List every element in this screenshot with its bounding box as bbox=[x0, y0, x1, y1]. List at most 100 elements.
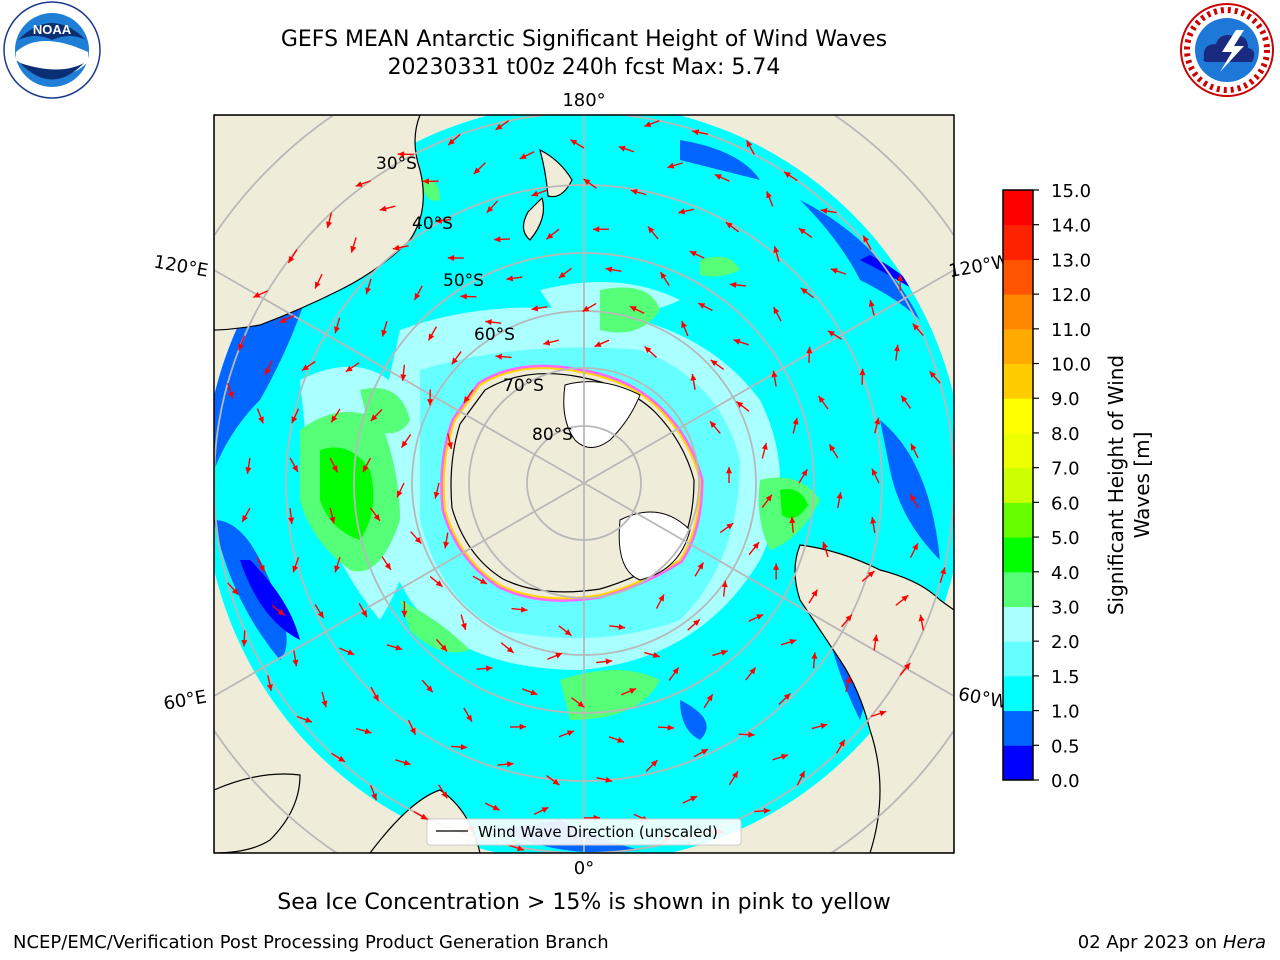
legend-label: Wind Wave Direction (unscaled) bbox=[478, 823, 718, 841]
wave-direction-arrow-head bbox=[364, 728, 372, 735]
wave-direction-arrow-head bbox=[397, 490, 403, 498]
run-date: 02 Apr 2023 on Hera bbox=[1078, 932, 1266, 953]
wave-direction-arrow-head bbox=[583, 178, 591, 186]
wave-direction-arrow-head bbox=[658, 594, 665, 602]
run-host: Hera bbox=[1222, 932, 1266, 953]
colorbar-swatch bbox=[1003, 710, 1033, 746]
wave-direction-arrow-head bbox=[692, 129, 700, 136]
wave-direction-arrow-head bbox=[292, 565, 299, 573]
wave-direction-arrow-head bbox=[629, 306, 637, 312]
wave-direction-arrow-head bbox=[773, 307, 780, 315]
wave-direction-arrow-head bbox=[531, 305, 539, 312]
wave-direction-arrow-head bbox=[546, 232, 554, 240]
wave-direction-arrow-head bbox=[265, 368, 271, 376]
wind-wave-arrows bbox=[227, 120, 946, 852]
lon-label-120e: 120°E bbox=[152, 251, 210, 281]
wave-direction-arrow-head bbox=[818, 396, 825, 403]
wave-direction-arrow-head bbox=[277, 609, 285, 616]
colorbar-swatch bbox=[1003, 259, 1033, 295]
wave-direction-arrow-head bbox=[806, 346, 813, 354]
wave-direction-arrow-head bbox=[463, 396, 470, 403]
wave-direction-arrow-head bbox=[321, 700, 328, 708]
credits: NCEP/EMC/Verification Post Processing Pr… bbox=[13, 932, 609, 953]
wave-direction-arrow-head bbox=[897, 274, 904, 282]
wave-direction-arrow-head bbox=[495, 123, 503, 130]
wave-direction-arrow-head bbox=[870, 517, 877, 524]
colorbar-tick-label: 12.0 bbox=[1051, 285, 1091, 306]
colorbar-swatch bbox=[1003, 502, 1033, 538]
graticule bbox=[214, 115, 954, 853]
wave-direction-arrow-head bbox=[690, 796, 698, 802]
wave-direction-arrow-head bbox=[650, 760, 658, 767]
wave-direction-arrow-head bbox=[292, 464, 298, 472]
colorbar-tick-label: 0.0 bbox=[1051, 771, 1080, 792]
wave-direction-arrow-head bbox=[871, 468, 878, 476]
wave-direction-arrow-head bbox=[414, 536, 422, 544]
lat-label: 60°S bbox=[474, 325, 515, 345]
wave-direction-arrow-head bbox=[697, 562, 704, 570]
wave-direction-arrow-head bbox=[761, 442, 768, 450]
wave-direction-arrow-head bbox=[765, 494, 772, 502]
wave-direction-arrow-head bbox=[912, 323, 920, 331]
wave-direction-arrow-head bbox=[334, 326, 340, 334]
wave-direction-arrow-head bbox=[485, 665, 493, 672]
wave-direction-arrow-head bbox=[672, 667, 679, 675]
wave-direction-arrow-head bbox=[714, 174, 722, 180]
wave-direction-arrow-head bbox=[681, 321, 687, 329]
wave-direction-arrow-head bbox=[531, 190, 539, 197]
wave-direction-arrow-head bbox=[784, 171, 791, 178]
lon-label-60e: 60°E bbox=[162, 686, 208, 714]
colorbar-tick-label: 14.0 bbox=[1051, 216, 1091, 237]
wave-direction-arrow-head bbox=[733, 338, 741, 345]
colorbar-swatch bbox=[1003, 432, 1033, 469]
wave-direction-arrow-head bbox=[689, 251, 697, 257]
wave-direction-arrow-head bbox=[365, 287, 372, 295]
wave-direction-arrow-head bbox=[305, 717, 312, 723]
wave-direction-arrow-head bbox=[428, 333, 435, 341]
colorbar-swatch bbox=[1003, 467, 1033, 503]
wave-direction-arrow-head bbox=[630, 189, 638, 195]
colorbar-tick-label: 15.0 bbox=[1051, 181, 1091, 202]
wave-direction-arrow-head bbox=[242, 515, 248, 523]
wave-direction-arrow-head bbox=[822, 541, 829, 549]
map-frame bbox=[213, 114, 955, 854]
wave-direction-arrow-head bbox=[830, 268, 838, 274]
wave-direction-arrow-head bbox=[401, 610, 408, 618]
colorbar-swatch bbox=[1003, 537, 1033, 573]
lat-label: 40°S bbox=[412, 214, 453, 234]
wave-direction-arrow-head bbox=[644, 346, 652, 354]
wave-direction-arrow-head bbox=[660, 272, 667, 280]
colorbar-swatch bbox=[1003, 641, 1033, 677]
colorbar-tick-label: 6.0 bbox=[1051, 493, 1080, 514]
wave-direction-arrow-head bbox=[331, 465, 338, 473]
wave-direction-arrow-head bbox=[473, 167, 481, 174]
wave-direction-arrow-head bbox=[710, 359, 718, 367]
wave-direction-arrow-head bbox=[605, 658, 613, 665]
wave-direction-arrow-head bbox=[266, 684, 273, 691]
wave-direction-arrow-head bbox=[829, 444, 836, 452]
wave-direction-arrow-head bbox=[836, 492, 843, 500]
wave-direction-arrow-head bbox=[466, 714, 472, 722]
wave-direction-arrow-head bbox=[801, 469, 808, 477]
wave-direction-arrow-head bbox=[381, 329, 388, 337]
wave-direction-arrow-head bbox=[763, 807, 771, 814]
colorbar-frame bbox=[1002, 189, 1034, 781]
colorbar-swatch bbox=[1003, 571, 1033, 607]
lat-label: 30°S bbox=[376, 154, 417, 174]
wave-direction-arrow-head bbox=[485, 319, 492, 326]
wave-direction-arrow-head bbox=[582, 305, 590, 312]
lat-label: 50°S bbox=[443, 271, 484, 291]
colorbar-tick-label: 1.0 bbox=[1051, 702, 1080, 723]
wave-direction-arrow-head bbox=[678, 208, 686, 215]
wave-direction-arrow-head bbox=[334, 565, 340, 573]
wave-direction-arrow-head bbox=[811, 589, 818, 597]
wave-direction-arrow-head bbox=[773, 563, 780, 570]
wave-direction-arrow-head bbox=[253, 291, 261, 298]
wave-direction-arrow-head bbox=[519, 723, 526, 730]
wave-direction-arrow-head bbox=[414, 292, 421, 300]
wave-direction-arrow-head bbox=[541, 807, 549, 813]
latitude-labels: 30°S 40°S 50°S 60°S 70°S 80°S bbox=[376, 154, 573, 445]
wave-direction-arrow-head bbox=[893, 344, 900, 352]
colorbar-label-line2: Waves [m] bbox=[1130, 432, 1154, 539]
wave-direction-arrow-head bbox=[845, 676, 852, 684]
